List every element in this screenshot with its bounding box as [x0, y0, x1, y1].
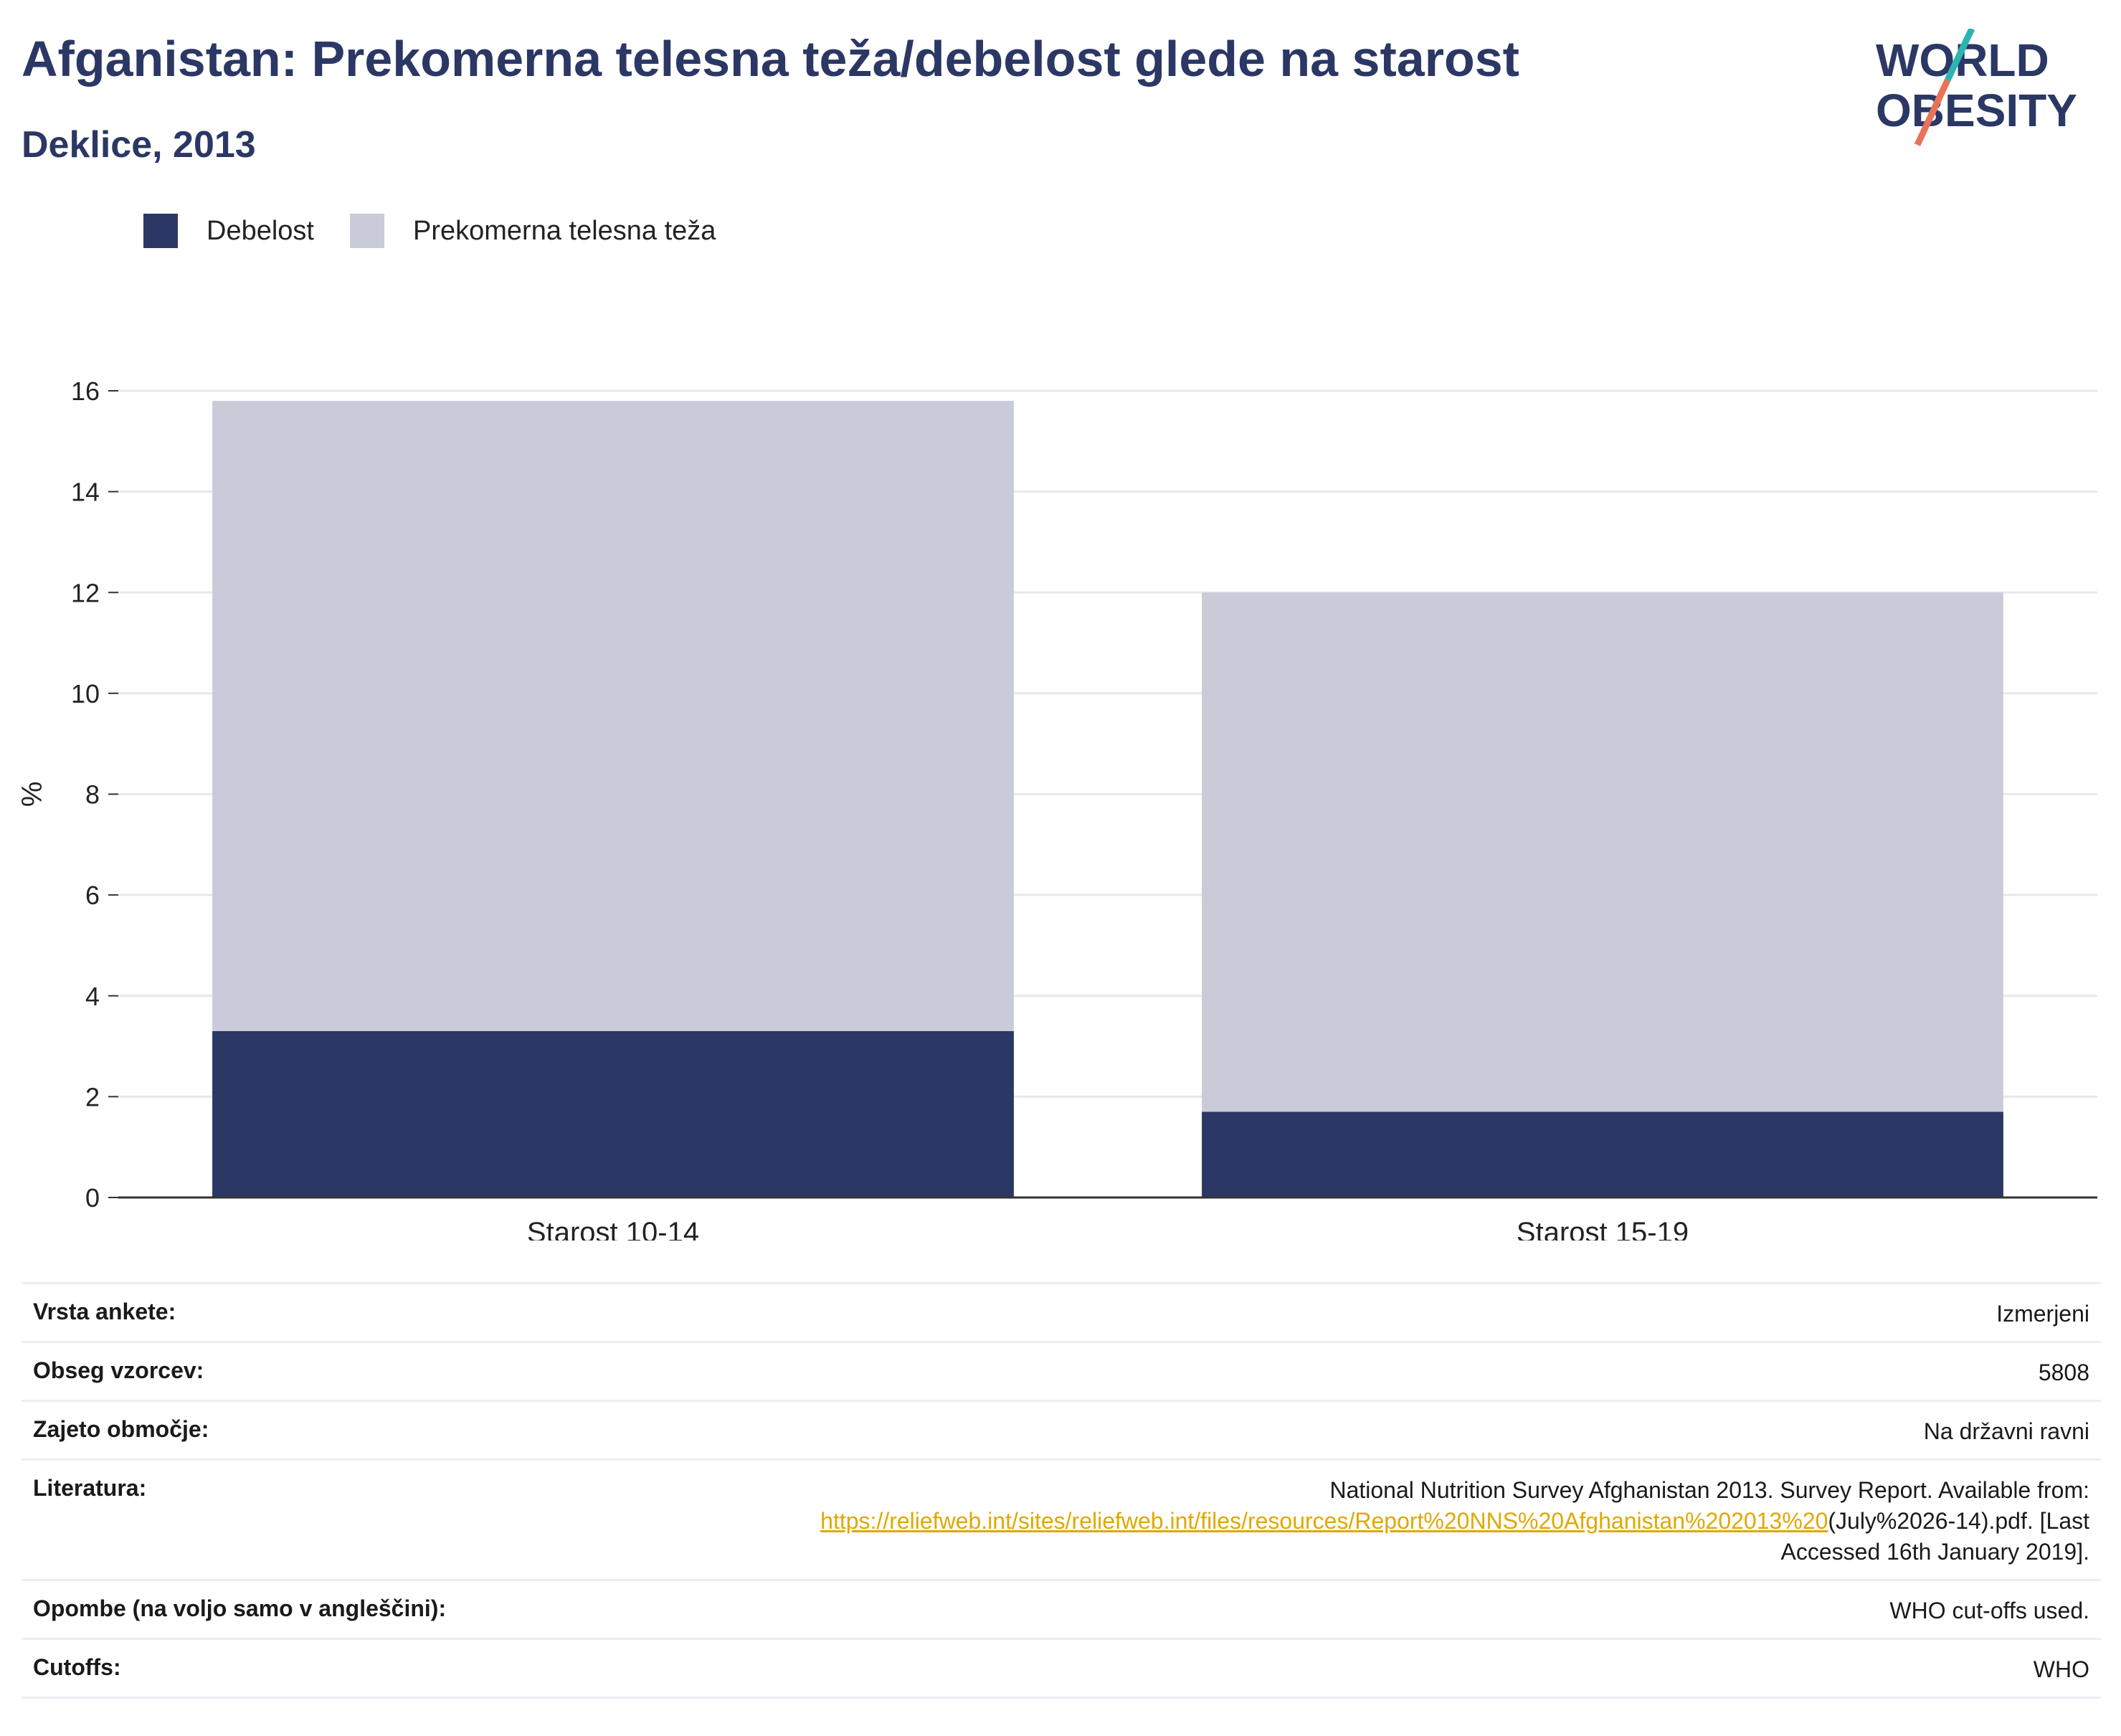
meta-value-notes: WHO cut-offs used.: [1889, 1598, 2089, 1623]
bar-obesity-2: [1202, 1111, 2003, 1197]
bar-chart: 0 2 4 6 8 10 12 14 16% Starost 10-14 Starost 15-19: [16, 376, 2097, 1241]
y-tick-label: 4: [85, 982, 100, 1011]
literature-link-suffix: (July%2026-14).pdf. [Last: [1828, 1508, 2089, 1534]
y-tick-label: 16: [71, 376, 100, 406]
y-tick-label: 14: [71, 478, 100, 507]
meta-value-cutoffs: WHO: [2033, 1656, 2089, 1682]
legend-label-obesity: Debelost: [207, 215, 314, 246]
meta-label-notes: Opombe (na voljo samo v angleščini):: [33, 1595, 447, 1621]
y-tick-label: 0: [85, 1183, 100, 1213]
bar-overweight-1: [212, 401, 1014, 1031]
chart-legend: Debelost Prekomerna telesna teža: [143, 214, 751, 248]
logo-line2: OBESITY: [1876, 85, 2077, 136]
world-obesity-logo: WORLD OBESITY: [1876, 29, 2077, 146]
meta-value-literature: National Nutrition Survey Afghanistan 20…: [820, 1475, 2089, 1567]
legend-swatch-overweight: [349, 214, 384, 248]
legend-item-obesity[interactable]: Debelost: [143, 214, 314, 248]
chart-subtitle: Deklice, 2013: [22, 124, 256, 166]
meta-row-cutoffs: Cutoffs: WHO: [22, 1638, 2101, 1697]
x-tick-label: Starost 15-19: [1517, 1217, 1689, 1241]
literature-accessed: Accessed 16th January 2019].: [1780, 1539, 2090, 1565]
meta-label-coverage: Zajeto območje:: [33, 1416, 209, 1442]
chart-title: Afganistan: Prekomerna telesna teža/debe…: [22, 31, 1519, 87]
literature-text: National Nutrition Survey Afghanistan 20…: [1329, 1477, 2089, 1503]
legend-item-overweight[interactable]: Prekomerna telesna teža: [349, 214, 716, 248]
meta-value-sample-size: 5808: [2038, 1360, 2089, 1385]
legend-swatch-obesity: [143, 214, 178, 248]
meta-label-sample-size: Obseg vzorcev:: [33, 1357, 204, 1383]
y-tick-label: 6: [85, 881, 100, 910]
meta-row-literature: Literatura: National Nutrition Survey Af…: [22, 1458, 2101, 1579]
bar-overweight-2: [1202, 592, 2003, 1112]
y-tick-label: 10: [71, 679, 100, 708]
y-tick-label: 12: [71, 578, 100, 607]
y-axis-label: %: [16, 782, 48, 807]
y-tick-label: 8: [85, 780, 100, 810]
y-tick-label: 2: [85, 1082, 100, 1111]
bar-obesity-1: [212, 1030, 1014, 1197]
meta-value-coverage: Na državni ravni: [1923, 1418, 2089, 1444]
meta-row-survey-type: Vrsta ankete: Izmerjeni: [22, 1282, 2101, 1341]
meta-value-survey-type: Izmerjeni: [1996, 1301, 2089, 1327]
meta-row-sample-size: Obseg vzorcev: 5808: [22, 1341, 2101, 1400]
meta-bottom-border: [22, 1697, 2101, 1699]
meta-label-cutoffs: Cutoffs:: [33, 1654, 121, 1680]
literature-link[interactable]: https://reliefweb.int/sites/reliefweb.in…: [820, 1508, 1828, 1534]
metadata-table: Vrsta ankete: Izmerjeni Obseg vzorcev: 5…: [22, 1282, 2101, 1699]
legend-label-overweight: Prekomerna telesna teža: [412, 215, 716, 246]
meta-row-coverage: Zajeto območje: Na državni ravni: [22, 1400, 2101, 1458]
meta-label-literature: Literatura:: [33, 1475, 147, 1501]
x-tick-label: Starost 10-14: [527, 1217, 699, 1241]
meta-row-notes: Opombe (na voljo samo v angleščini): WHO…: [22, 1579, 2101, 1638]
meta-label-survey-type: Vrsta ankete:: [33, 1299, 176, 1324]
